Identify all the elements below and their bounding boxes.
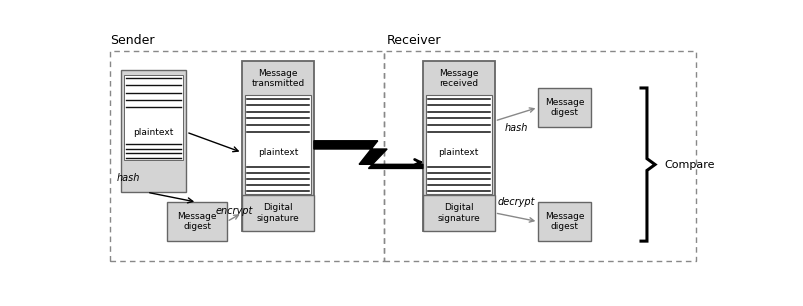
Text: Receiver: Receiver xyxy=(387,34,441,47)
Text: Sender: Sender xyxy=(110,34,154,47)
Text: Digital
signature: Digital signature xyxy=(437,203,479,222)
Bar xyxy=(422,195,494,231)
Text: Message
digest: Message digest xyxy=(544,212,584,231)
Bar xyxy=(537,202,590,241)
Bar xyxy=(242,195,313,231)
Text: Message
received: Message received xyxy=(438,69,478,88)
Bar xyxy=(124,75,182,160)
Text: plaintext: plaintext xyxy=(258,148,298,157)
Text: encrypt: encrypt xyxy=(215,206,253,216)
Text: Message
digest: Message digest xyxy=(177,212,217,231)
Bar xyxy=(242,62,313,231)
Text: decrypt: decrypt xyxy=(497,197,535,207)
Bar xyxy=(245,95,311,194)
Bar xyxy=(384,51,695,260)
Text: Digital
signature: Digital signature xyxy=(256,203,299,222)
Bar xyxy=(422,62,494,231)
Bar xyxy=(537,88,590,127)
Bar xyxy=(110,51,384,260)
Text: Message
digest: Message digest xyxy=(544,98,584,117)
Text: plaintext: plaintext xyxy=(133,128,173,136)
Bar xyxy=(120,70,186,192)
Bar xyxy=(167,202,226,241)
Polygon shape xyxy=(313,141,422,168)
Text: plaintext: plaintext xyxy=(438,148,479,157)
Bar xyxy=(426,95,491,194)
Text: hash: hash xyxy=(116,173,140,183)
Text: Compare: Compare xyxy=(663,159,714,170)
Text: hash: hash xyxy=(504,123,528,133)
Text: Message
transmitted: Message transmitted xyxy=(251,69,304,88)
